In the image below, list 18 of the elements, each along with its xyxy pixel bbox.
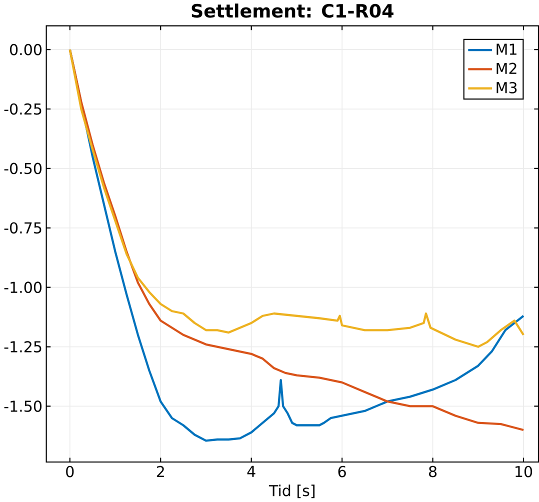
x-tick-label: 10 bbox=[516, 466, 532, 478]
legend-label: M2 bbox=[496, 62, 516, 74]
legend-label: M1 bbox=[496, 44, 516, 55]
y-tick-label: -1.00 bbox=[4, 282, 42, 294]
chart-title: Settlement: C1-R04 bbox=[192, 4, 394, 18]
legend-label: M3 bbox=[496, 82, 517, 94]
y-tick-label: -1.50 bbox=[4, 400, 42, 412]
x-axis-title: Tid [s] bbox=[268, 484, 315, 498]
y-tick-label: -0.50 bbox=[4, 162, 42, 174]
x-tick-label: 6 bbox=[338, 466, 346, 478]
y-tick-label: -0.75 bbox=[4, 222, 42, 234]
x-tick-label: 0 bbox=[66, 466, 74, 478]
x-tick-label: 4 bbox=[247, 466, 256, 478]
x-tick-label: 8 bbox=[429, 466, 437, 478]
y-tick-label: 0.00 bbox=[10, 44, 42, 56]
y-tick-label: -0.25 bbox=[4, 104, 42, 115]
y-tick-label: -1.25 bbox=[4, 341, 42, 353]
x-tick-label: 2 bbox=[156, 466, 164, 478]
